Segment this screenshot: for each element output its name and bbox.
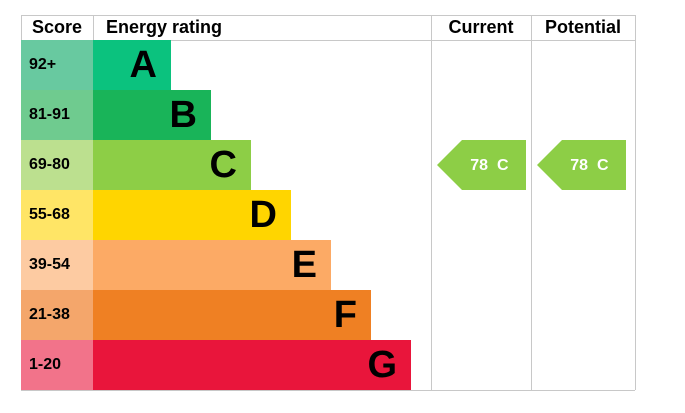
rating-letter: G [367,344,397,386]
score-range: 39-54 [29,256,70,273]
header-potential: Potential [545,17,621,37]
score-range: 92+ [29,56,56,73]
header-current: Current [448,17,513,37]
potential-score: 78 [570,157,588,174]
potential-rating: C [597,157,609,174]
rating-letter: B [170,94,197,136]
score-cell [21,190,93,240]
rating-letter: D [250,194,277,236]
rating-letter: F [334,294,357,336]
rating-bar [93,90,211,140]
score-range: 55-68 [29,206,70,223]
current-rating: C [497,157,509,174]
score-cell [21,40,93,90]
score-range: 81-91 [29,106,70,123]
score-cell [21,140,93,190]
rating-letter: A [130,44,157,86]
header-score: Score [32,17,82,37]
rating-bar [93,290,371,340]
score-cell [21,240,93,290]
current-arrow [437,140,526,190]
potential-arrow [537,140,626,190]
rating-letter: E [292,244,317,286]
rating-bar [93,240,331,290]
current-score: 78 [470,157,488,174]
score-range: 69-80 [29,156,70,173]
score-cell [21,340,93,390]
score-range: 1-20 [29,356,61,373]
rating-bar [93,40,171,90]
rating-letter: C [210,144,237,186]
header-rating: Energy rating [106,17,222,37]
rating-bar [93,190,291,240]
score-range: 21-38 [29,306,70,323]
rating-bar [93,340,411,390]
score-cell [21,90,93,140]
rating-bar [93,140,251,190]
score-cell [21,290,93,340]
